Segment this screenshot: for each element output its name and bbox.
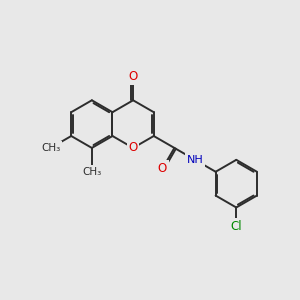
Text: CH₃: CH₃ bbox=[82, 167, 101, 177]
Text: O: O bbox=[128, 141, 138, 154]
Text: O: O bbox=[158, 162, 167, 175]
Text: CH₃: CH₃ bbox=[41, 143, 60, 153]
Text: O: O bbox=[128, 70, 138, 83]
Text: Cl: Cl bbox=[230, 220, 242, 233]
Text: NH: NH bbox=[187, 155, 203, 165]
